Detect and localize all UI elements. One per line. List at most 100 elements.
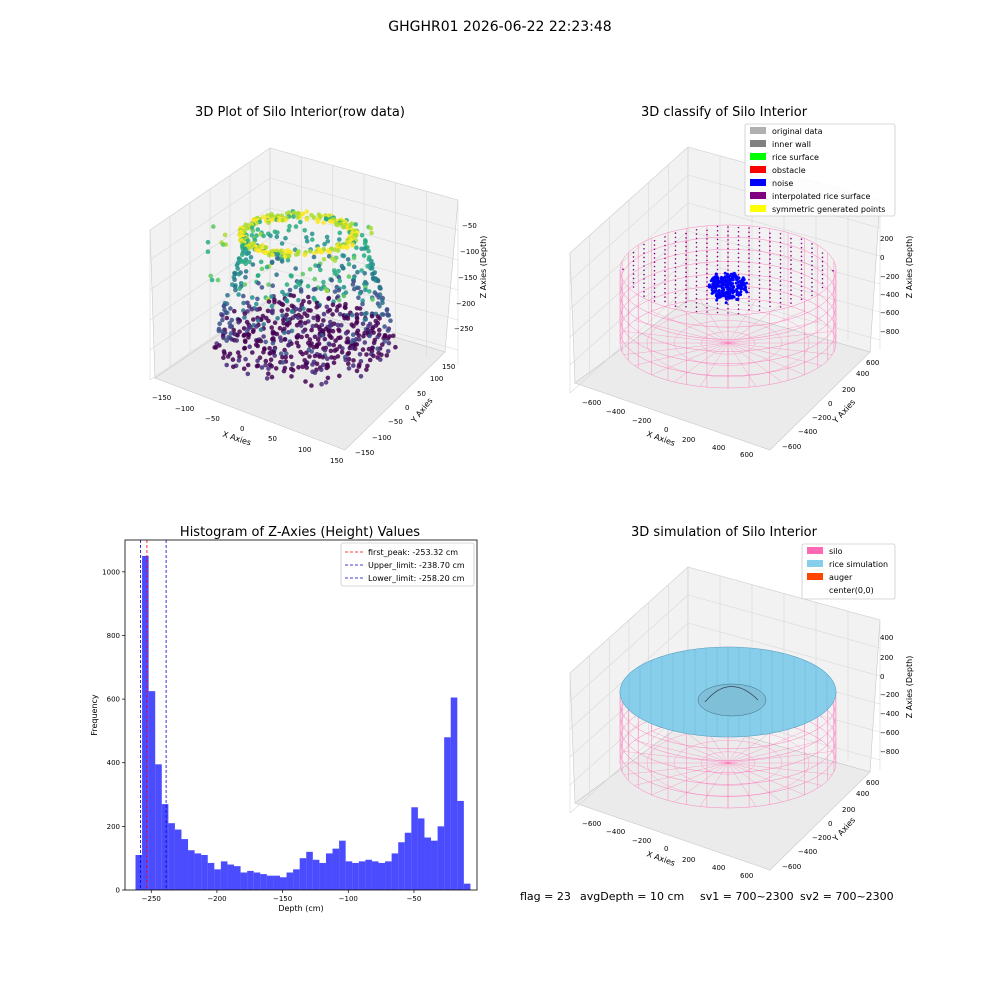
- interpolated-surface-point: [674, 296, 677, 299]
- scatter-point: [358, 374, 364, 379]
- scatter-point: [297, 307, 303, 313]
- axes-grid-line: [149, 147, 271, 231]
- interpolated-surface-point: [643, 282, 645, 285]
- interpolated-surface-point: [769, 284, 771, 286]
- interpolated-surface-point: [790, 280, 792, 283]
- interpolated-surface-point: [769, 275, 771, 278]
- scatter-point: [217, 343, 222, 348]
- interpolated-surface-point: [811, 294, 813, 297]
- noise-point: [709, 285, 712, 289]
- scatter-point: [294, 322, 300, 328]
- y-tick-label: 0: [116, 887, 120, 895]
- interpolated-surface-point: [769, 232, 771, 235]
- interpolated-surface-point: [790, 255, 792, 257]
- scatter-point: [221, 335, 226, 341]
- interpolated-surface-point: [674, 271, 677, 273]
- interpolated-surface-point: [727, 303, 729, 306]
- raw-x-tick: −150: [152, 394, 171, 402]
- panel-classify: 3D classify of Silo Interior −600 −400 −…: [569, 105, 914, 459]
- scatter-point: [285, 307, 291, 312]
- interpolated-surface-point: [643, 243, 645, 246]
- scatter-point: [259, 266, 265, 272]
- histogram-vlines: [140, 540, 167, 890]
- scatter-point: [293, 224, 299, 229]
- scatter-point: [370, 271, 375, 277]
- scatter-point: [297, 282, 302, 288]
- legend-swatch: [750, 127, 766, 134]
- scatter-point: [302, 252, 308, 258]
- scatter-point: [222, 351, 227, 356]
- interpolated-surface-point: [653, 257, 656, 259]
- interpolated-surface-point: [737, 252, 740, 255]
- x-tick-label: −50: [407, 895, 422, 903]
- histogram-bar: [306, 851, 313, 890]
- scatter-point: [321, 220, 326, 225]
- interpolated-surface-point: [685, 258, 687, 261]
- simulation-z-ticks: 400 200 0 −200 −400 −600 −800: [880, 634, 899, 756]
- scatter-point: [331, 342, 337, 348]
- classify-z-tick: −800: [880, 328, 899, 336]
- histogram-bar: [371, 861, 379, 890]
- scatter-point: [237, 286, 242, 291]
- interpolated-surface-point: [695, 263, 698, 266]
- scatter-point: [289, 328, 295, 334]
- interpolated-surface-point: [664, 283, 666, 286]
- interpolated-surface-point: [811, 273, 813, 275]
- scatter-point: [290, 367, 296, 373]
- scatter-point: [351, 255, 357, 261]
- interpolated-surface-point: [800, 246, 803, 249]
- histogram-x-ticks: −250 −200 −150 −100 −50: [142, 890, 422, 903]
- scatter-point: [270, 340, 276, 346]
- interpolated-surface-point: [643, 286, 645, 289]
- interpolated-surface-point: [706, 238, 708, 240]
- scatter-point: [250, 329, 256, 335]
- scatter-point: [292, 210, 298, 216]
- classify-y-tick: 600: [866, 359, 879, 367]
- scatter-point: [367, 357, 373, 363]
- interpolated-surface-point: [653, 300, 656, 302]
- legend-label: Lower_limit: -258.20 cm: [368, 574, 465, 583]
- scatter-point: [377, 304, 382, 309]
- scatter-point: [243, 274, 248, 280]
- axes-grid-line: [269, 147, 459, 201]
- interpolated-surface-point: [695, 280, 698, 283]
- classify-x-tick: −600: [582, 399, 601, 407]
- scatter-point: [323, 380, 329, 385]
- histogram-bar: [142, 555, 149, 890]
- scatter-point: [305, 283, 311, 289]
- histogram-bar: [437, 826, 445, 890]
- scatter-point: [261, 350, 266, 355]
- interpolated-surface-point: [779, 293, 782, 295]
- scatter-point: [272, 320, 278, 326]
- panel-classify-title: 3D classify of Silo Interior: [641, 105, 808, 120]
- scatter-point: [280, 302, 286, 308]
- legend-label: silo: [829, 547, 843, 556]
- scatter-point: [337, 237, 342, 242]
- scatter-point: [315, 337, 321, 342]
- interpolated-surface-point: [674, 249, 677, 252]
- interpolated-surface-point: [685, 305, 687, 308]
- histogram-bar: [312, 859, 320, 890]
- scatter-point: [324, 304, 330, 310]
- scatter-point: [289, 374, 294, 379]
- interpolated-surface-point: [748, 304, 750, 307]
- interpolated-surface-point: [821, 256, 824, 259]
- scatter-point: [264, 264, 270, 270]
- scatter-point: [341, 284, 347, 290]
- scatter-point: [269, 294, 274, 299]
- noise-point: [714, 286, 718, 290]
- simulation-title: 3D simulation of Silo Interior: [631, 525, 818, 540]
- noise-point: [714, 272, 718, 276]
- interpolated-surface-point: [811, 277, 813, 280]
- classify-z-tick: 200: [880, 235, 893, 243]
- noise-point: [732, 289, 736, 293]
- scatter-point: [299, 334, 304, 340]
- scatter-point: [241, 300, 246, 306]
- interpolated-surface-point: [779, 280, 782, 282]
- scatter-point: [234, 338, 239, 343]
- histogram-bar: [188, 850, 195, 890]
- interpolated-surface-point: [674, 262, 677, 265]
- scatter-point: [391, 333, 396, 339]
- scatter-point: [300, 211, 305, 217]
- scatter-point: [311, 287, 317, 292]
